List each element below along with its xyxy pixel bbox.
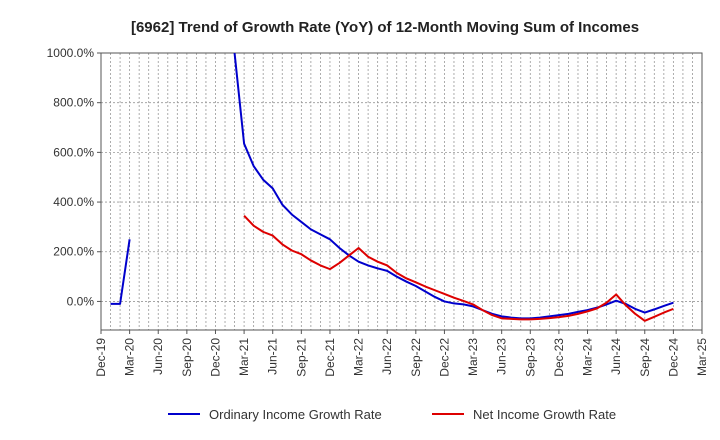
- x-tick-label: Sep-21: [294, 338, 308, 377]
- x-tick-label: Jun-20: [151, 338, 165, 375]
- y-tick-label: 0.0%: [67, 294, 95, 308]
- x-tick-label: Mar-21: [237, 338, 251, 376]
- grid: [100, 52, 703, 330]
- x-tick-label: Dec-23: [552, 338, 566, 377]
- series-net-income: [243, 215, 674, 322]
- x-tick-label: Dec-22: [437, 338, 451, 377]
- axes: 0.0% 200.0% 400.0% 600.0% 800.0% 1000.0% Dec-1…: [47, 46, 709, 377]
- x-tick-label: Sep-24: [638, 338, 652, 377]
- x-tick-label: Mar-22: [352, 338, 366, 376]
- legend: Ordinary Income Growth Rate Net Income Gr…: [168, 407, 616, 422]
- y-tick-label: 800.0%: [53, 96, 94, 110]
- series-ordinary-income: [110, 53, 674, 320]
- legend-item: Net Income Growth Rate: [432, 407, 616, 422]
- x-tick-label: Sep-20: [180, 338, 194, 377]
- plot-frame: [100, 52, 703, 331]
- x-tick-label: Mar-20: [123, 338, 137, 376]
- series-line: [110, 239, 131, 305]
- x-tick-label: Dec-19: [94, 338, 108, 377]
- legend-label: Ordinary Income Growth Rate: [209, 407, 382, 422]
- series: [110, 53, 674, 322]
- y-tick-label: 1000.0%: [47, 46, 95, 60]
- x-tick-label: Dec-20: [208, 338, 222, 377]
- legend-item: Ordinary Income Growth Rate: [168, 407, 382, 422]
- x-tick-label: Mar-23: [466, 338, 480, 376]
- x-tick-label: Jun-21: [266, 338, 280, 375]
- x-tick-label: Sep-22: [409, 338, 423, 377]
- chart-title: [6962] Trend of Growth Rate (YoY) of 12-…: [131, 19, 639, 36]
- x-tick-label: Jun-22: [380, 338, 394, 375]
- x-tick-label: Sep-23: [523, 338, 537, 377]
- legend-label: Net Income Growth Rate: [473, 407, 616, 422]
- x-tick-label: Dec-21: [323, 338, 337, 377]
- y-tick-label: 400.0%: [53, 195, 94, 209]
- x-tick-label: Jun-23: [495, 338, 509, 375]
- x-tick-label: Mar-24: [581, 338, 595, 376]
- x-tick-label: Dec-24: [666, 338, 680, 377]
- series-line: [243, 215, 674, 322]
- y-tick-label: 200.0%: [53, 245, 94, 259]
- x-tick-label: Mar-25: [695, 338, 709, 376]
- x-tick-label: Jun-24: [609, 338, 623, 375]
- y-tick-label: 600.0%: [53, 145, 94, 159]
